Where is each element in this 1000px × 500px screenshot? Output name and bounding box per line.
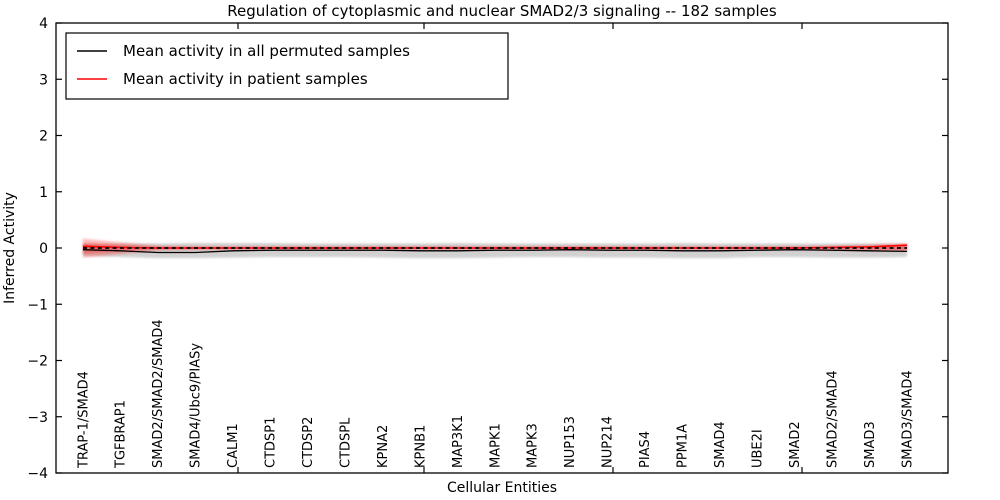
x-tick-label: CTDSP2 (301, 417, 316, 468)
x-tick-label: CTDSP1 (264, 417, 279, 468)
plot-content: 4 3 2 1 0 −1 −2 −3 −4 TRAP-1/SMAD4 TGFBRAP1 SMAD2/S… (27, 16, 948, 482)
x-tick-label: CTDSPL (338, 417, 353, 468)
y-tick-label: 4 (39, 16, 48, 32)
y-tick-label: −3 (27, 410, 48, 426)
y-axis-label: Inferred Activity (2, 192, 18, 304)
x-tick-label: MAP3K1 (451, 415, 466, 468)
chart-title: Regulation of cytoplasmic and nuclear SM… (227, 2, 777, 20)
legend-label-permuted: Mean activity in all permuted samples (123, 42, 410, 60)
patient-mean-line (82, 244, 908, 249)
x-axis-label: Cellular Entities (447, 480, 557, 496)
y-tick-label: 1 (39, 185, 48, 201)
x-tick-label: KPNA2 (376, 425, 391, 468)
y-tick-label: 2 (39, 129, 48, 145)
permuted-mean-line (82, 249, 908, 254)
x-tick-label: SMAD4/Ubc9/PIASy (189, 343, 204, 468)
x-tick-label: TGFBRAP1 (114, 400, 129, 469)
x-tick-label: SMAD2/SMAD2/SMAD4 (151, 319, 166, 468)
x-tick-label: KPNB1 (413, 425, 428, 468)
legend-label-patient: Mean activity in patient samples (123, 70, 368, 88)
y-tick-label: −4 (27, 466, 48, 482)
x-tick-label: SMAD2 (788, 421, 803, 468)
x-tick-label: NUP214 (601, 416, 616, 468)
y-tick-label: −2 (27, 354, 48, 370)
x-tick-label: UBE2I (750, 429, 765, 468)
x-tick-label: SMAD2/SMAD4 (825, 370, 840, 468)
x-tick-label: SMAD3/SMAD4 (900, 370, 915, 468)
plot-area-frame (55, 22, 949, 474)
x-tick-label: MAPK1 (488, 423, 503, 468)
x-tick-label: PIAS4 (638, 431, 653, 468)
y-tick-label: 3 (39, 72, 48, 88)
y-tick-label: 0 (39, 241, 48, 257)
x-tick-label: PPM1A (676, 424, 691, 468)
x-tick-label: NUP153 (563, 416, 578, 468)
x-tick-label: CALM1 (226, 423, 241, 468)
legend-box (65, 32, 509, 100)
x-tick-label: SMAD3 (863, 421, 878, 468)
legend: Mean activity in all permuted samples Me… (65, 32, 509, 100)
x-tick-label: MAPK3 (526, 423, 541, 468)
x-tick-label: TRAP-1/SMAD4 (76, 371, 91, 469)
y-tick-label: −1 (27, 297, 48, 313)
x-tick-label: SMAD4 (713, 421, 728, 468)
